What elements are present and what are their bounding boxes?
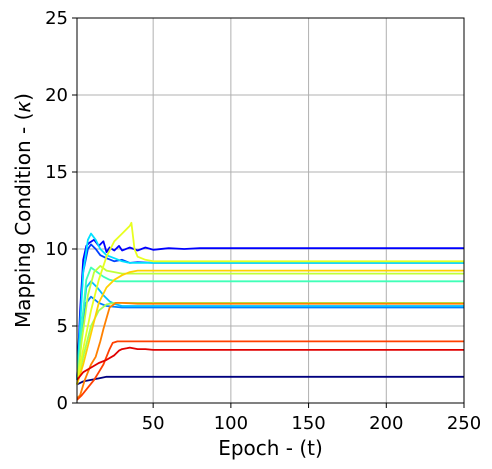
x-tick-label: 150 (291, 413, 325, 434)
series-line-1 (76, 375, 464, 386)
y-tick-label: 25 (45, 8, 68, 29)
series-line-12 (76, 302, 464, 400)
series-line-10 (76, 221, 464, 385)
x-tick-label: 100 (214, 413, 248, 434)
y-tick-label: 0 (57, 393, 68, 414)
y-tick-label: 20 (45, 85, 68, 106)
x-tick-label: 50 (142, 413, 165, 434)
series-line-7 (76, 266, 464, 380)
x-tick-label: 200 (369, 413, 403, 434)
y-axis-label: Mapping Condition - (κ) (11, 93, 35, 328)
series-line-9 (76, 265, 464, 385)
grid-lines (77, 17, 465, 404)
x-tick-label: 250 (447, 413, 481, 434)
series-line-4 (76, 295, 464, 380)
series-line-6 (76, 232, 464, 380)
series-line-11 (76, 269, 464, 385)
x-axis-label: Epoch - (t) (218, 436, 323, 460)
y-tick-label: 5 (57, 316, 68, 337)
series-line-5 (76, 280, 464, 380)
series-line-3 (76, 243, 464, 380)
y-axis-label-text: Mapping Condition - ( (11, 113, 35, 328)
x-tick-labels: 50 100 150 200 250 (142, 403, 481, 434)
plot-frame (76, 17, 465, 404)
series-line-8 (76, 302, 464, 385)
series-lines (76, 221, 464, 401)
y-tick-labels: 0 5 10 15 20 25 (45, 8, 77, 414)
series-line-14 (76, 346, 464, 381)
series-line-13 (76, 340, 464, 401)
y-axis-label-close: ) (11, 93, 35, 101)
y-axis-label-symbol: κ (11, 101, 35, 113)
y-tick-label: 15 (45, 162, 68, 183)
y-tick-label: 10 (45, 239, 68, 260)
